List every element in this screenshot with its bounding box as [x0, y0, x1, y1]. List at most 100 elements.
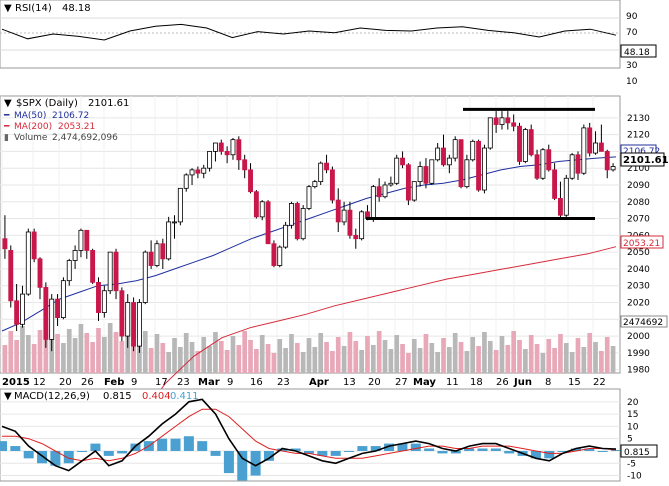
- rsi-tick-label: 30: [626, 61, 638, 71]
- candle-down: [575, 154, 581, 174]
- x-tick-label: 12: [33, 377, 46, 388]
- macd-histogram-bar: [63, 450, 74, 464]
- candle-up: [212, 142, 218, 152]
- candle-up: [382, 184, 388, 198]
- rsi-line: [1, 23, 617, 41]
- volume-bar: [142, 331, 148, 373]
- volume-bar: [265, 344, 271, 373]
- candle-down: [265, 201, 271, 245]
- macd-histogram-bar: [611, 449, 621, 451]
- volume-bar: [558, 334, 563, 373]
- x-tick-label: 11: [446, 377, 459, 388]
- ma50-legend-label: MA(50): [14, 111, 46, 121]
- candle-down: [224, 150, 230, 156]
- candle-down: [376, 186, 382, 198]
- macd-histogram-bar: [357, 446, 368, 451]
- price-tick-label: 1990: [627, 349, 650, 359]
- candle-up: [563, 177, 569, 216]
- candle-up: [446, 157, 452, 166]
- volume-bar: [248, 340, 253, 373]
- macd-tick-label: -5: [627, 459, 636, 469]
- volume-bar: [523, 349, 528, 373]
- volume-bar: [37, 330, 43, 373]
- candle-up: [359, 211, 365, 240]
- x-tick-label: 26: [81, 377, 94, 388]
- macd-histogram-bar: [117, 450, 128, 454]
- macd-histogram-bar: [210, 450, 221, 456]
- macd-tag: [620, 444, 658, 458]
- volume-bar: [341, 346, 347, 373]
- macd-histogram-bar: [597, 450, 608, 452]
- candle-up: [435, 147, 441, 161]
- candle-up: [107, 251, 113, 292]
- candle-down: [131, 302, 137, 347]
- candle-up: [610, 166, 616, 171]
- candle-down: [347, 209, 353, 236]
- volume-bar: [8, 331, 14, 373]
- macd-tick-label: 20: [627, 398, 639, 408]
- price-icon: ▼: [4, 98, 12, 109]
- volume-bar: [610, 346, 616, 373]
- macd-histogram-bar: [344, 450, 355, 452]
- price-tick-label: 2100: [627, 164, 650, 174]
- volume-bar: [406, 353, 411, 373]
- ma200-tag-text: 2053.21: [623, 239, 660, 249]
- volume-bar: [370, 345, 376, 373]
- ma200-line: [109, 246, 617, 454]
- candle-down: [329, 169, 335, 201]
- volume-bar: [61, 343, 66, 373]
- rsi-panel-frame: [0, 0, 621, 69]
- candle-up: [312, 181, 318, 188]
- macd-histogram-value: 0.411: [170, 391, 199, 402]
- rsi-tick-label: 10: [626, 77, 638, 87]
- macd-icon: ▼: [4, 391, 12, 402]
- candle-up: [569, 154, 575, 179]
- candle-down: [160, 243, 166, 260]
- price-last-value: 2101.61: [88, 98, 129, 109]
- rsi-label: RSI(14): [15, 3, 52, 14]
- macd-panel-frame: [0, 388, 621, 482]
- price-panel-frame: [0, 95, 621, 374]
- ma200-tag: [620, 235, 664, 249]
- volume-bar: [423, 334, 429, 373]
- x-tick-label: 23: [277, 377, 290, 388]
- volume-bar: [318, 333, 324, 373]
- rsi-value: 48.18: [62, 3, 91, 14]
- candle-down: [558, 198, 563, 216]
- candle-down: [14, 300, 20, 325]
- candle-up: [201, 167, 207, 174]
- volume-bar: [365, 336, 370, 373]
- candle-down: [353, 234, 359, 240]
- volume-bar: [599, 351, 604, 373]
- macd-histogram-bar: [530, 450, 541, 459]
- macd-histogram-bar: [237, 450, 248, 481]
- volume-bar: [148, 348, 154, 373]
- x-tick-label: 2015: [2, 377, 30, 388]
- candle-up: [60, 280, 66, 318]
- candle-down: [335, 199, 341, 223]
- price-symbol-label: $SPX (Daily): [16, 98, 78, 109]
- candle-up: [101, 290, 107, 313]
- volume-bar: [107, 323, 113, 373]
- volume-legend-value: 2,474,692,096: [52, 133, 118, 143]
- candle-up: [283, 224, 289, 248]
- candle-down: [242, 159, 248, 171]
- macd-histogram-bar: [490, 448, 501, 451]
- macd-tick-label: -10: [627, 472, 642, 482]
- candle-up: [300, 208, 306, 240]
- candle-down: [90, 250, 96, 283]
- x-tick-label: 9: [227, 377, 233, 388]
- volume-bar: [25, 335, 31, 373]
- candle-down: [476, 140, 482, 191]
- candle-down: [31, 231, 37, 260]
- candle-down: [528, 129, 534, 156]
- candle-up: [388, 182, 394, 186]
- macd-histogram-bar: [37, 450, 48, 464]
- candle-down: [271, 243, 277, 266]
- macd-histogram-bar: [504, 450, 515, 454]
- volume-bar: [137, 345, 142, 373]
- ma200-icon: ━: [3, 122, 10, 132]
- macd-histogram-bar: [103, 450, 114, 456]
- candle-up: [499, 117, 505, 125]
